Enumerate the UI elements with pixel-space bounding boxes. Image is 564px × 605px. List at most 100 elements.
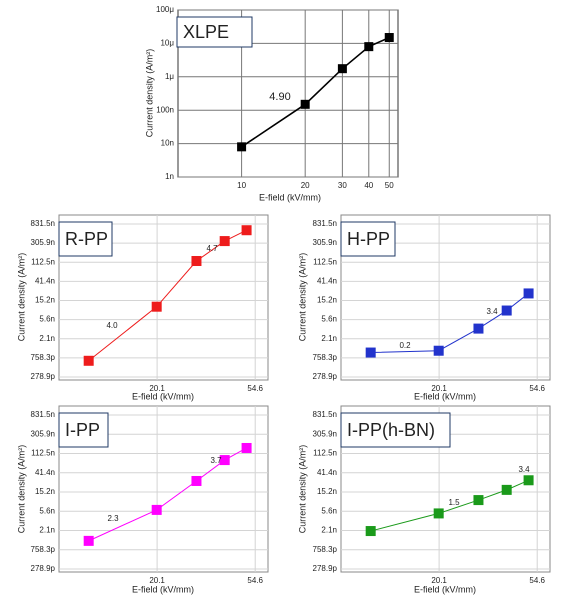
x-axis-label: E-field (kV/mm) — [132, 391, 194, 401]
chart-title: I-PP(h-BN) — [347, 420, 435, 440]
x-tick-label: 54.6 — [247, 576, 263, 585]
annotation: 1.5 — [448, 498, 460, 507]
y-tick-label: 758.3p — [31, 353, 56, 362]
y-tick-label: 112.5n — [31, 257, 55, 266]
annotation: 0.2 — [399, 341, 411, 350]
marker — [433, 345, 444, 356]
annotation: 4.7 — [206, 244, 218, 253]
x-tick-label: 10 — [237, 181, 246, 190]
marker — [473, 495, 484, 506]
y-tick-label: 100μ — [156, 5, 174, 14]
x-tick-label: 54.6 — [529, 384, 545, 393]
y-tick-label: 41.4n — [317, 276, 337, 285]
y-axis-label: Current density (A/m²) — [297, 445, 307, 534]
y-tick-label: 15.2n — [35, 487, 55, 496]
y-tick-label: 112.5n — [313, 449, 337, 458]
y-tick-label: 2.1n — [39, 526, 55, 535]
x-tick-label: 20 — [301, 181, 310, 190]
x-axis-label: E-field (kV/mm) — [132, 584, 194, 594]
x-tick-label: 20.1 — [431, 576, 447, 585]
y-tick-label: 2.1n — [321, 334, 337, 343]
y-tick-label: 5.6n — [321, 506, 337, 515]
x-tick-label: 30 — [338, 181, 347, 190]
chart-title: I-PP — [65, 420, 100, 440]
marker — [433, 508, 444, 519]
x-tick-label: 40 — [364, 181, 373, 190]
y-tick-label: 1n — [165, 172, 174, 181]
chart: 278.9p 758.3p 2.1n 5.6n 15.2n 41.4n 112.5n 305.… — [16, 214, 269, 401]
y-tick-label: 278.9p — [31, 564, 56, 573]
title-box — [176, 16, 253, 48]
y-tick-label: 112.5n — [31, 449, 55, 458]
annotation: 2.3 — [107, 514, 119, 523]
y-tick-label: 831.5n — [313, 219, 337, 228]
title-box — [58, 412, 109, 448]
y-tick-label: 831.5n — [31, 410, 55, 419]
marker — [365, 526, 376, 537]
marker — [151, 301, 162, 312]
x-tick-label: 20.1 — [431, 384, 447, 393]
y-tick-label: 305.9n — [313, 429, 337, 438]
annotation: 4.90 — [269, 91, 290, 103]
y-tick-label: 1μ — [165, 72, 174, 81]
y-tick-label: 41.4n — [35, 468, 55, 477]
marker — [83, 535, 94, 546]
marker — [473, 323, 484, 334]
marker — [365, 347, 376, 358]
y-tick-label: 100n — [156, 105, 174, 114]
y-tick-label: 305.9n — [31, 238, 55, 247]
annotation: 3.4 — [518, 465, 530, 474]
x-tick-label: 54.6 — [529, 576, 545, 585]
marker — [241, 442, 252, 453]
y-tick-label: 831.5n — [313, 410, 337, 419]
y-tick-label: 15.2n — [35, 296, 55, 305]
x-axis-label: E-field (kV/mm) — [414, 584, 476, 594]
marker — [300, 99, 310, 109]
y-tick-label: 278.9p — [313, 372, 338, 381]
y-axis-label: Current density (A/m²) — [144, 49, 154, 138]
y-tick-label: 278.9p — [313, 564, 338, 573]
annotation: 3.7 — [210, 456, 222, 465]
title-box — [58, 221, 113, 257]
y-tick-label: 10μ — [160, 39, 174, 48]
x-tick-label: 20.1 — [149, 576, 165, 585]
chart: 1n 10n 100n 1μ 10μ 100μ 10 20 30 40 50 E-field (kV/… — [144, 5, 399, 202]
y-tick-label: 278.9p — [31, 372, 56, 381]
marker — [219, 455, 230, 466]
x-axis-label: E-field (kV/mm) — [259, 192, 321, 202]
chart-title: H-PP — [347, 229, 390, 249]
y-tick-label: 5.6n — [321, 315, 337, 324]
y-tick-label: 305.9n — [31, 429, 55, 438]
y-tick-label: 5.6n — [39, 315, 55, 324]
y-tick-label: 41.4n — [35, 276, 55, 285]
y-tick-label: 41.4n — [317, 468, 337, 477]
marker — [241, 225, 252, 236]
marker — [501, 305, 512, 316]
marker — [364, 42, 374, 52]
title-box — [340, 412, 451, 448]
y-tick-label: 831.5n — [31, 219, 55, 228]
annotation: 4.0 — [106, 321, 118, 330]
y-tick-label: 758.3p — [313, 353, 338, 362]
y-tick-label: 10n — [161, 139, 174, 148]
y-axis-label: Current density (A/m²) — [16, 445, 26, 534]
marker — [237, 142, 247, 152]
chart: 278.9p 758.3p 2.1n 5.6n 15.2n 41.4n 112.5n 305.… — [297, 405, 551, 594]
chart-title: XLPE — [183, 22, 229, 42]
x-tick-label: 54.6 — [247, 384, 263, 393]
y-tick-label: 758.3p — [31, 545, 56, 554]
x-axis-label: E-field (kV/mm) — [414, 391, 476, 401]
y-tick-label: 5.6n — [39, 506, 55, 515]
x-tick-label: 50 — [385, 181, 394, 190]
annotation: 3.4 — [486, 307, 498, 316]
marker — [219, 236, 230, 247]
y-tick-label: 758.3p — [313, 545, 338, 554]
y-tick-label: 15.2n — [317, 487, 337, 496]
marker — [151, 504, 162, 515]
y-tick-label: 2.1n — [321, 526, 337, 535]
marker — [191, 475, 202, 486]
marker — [384, 33, 394, 43]
y-axis-label: Current density (A/m²) — [16, 253, 26, 342]
marker — [337, 64, 347, 74]
